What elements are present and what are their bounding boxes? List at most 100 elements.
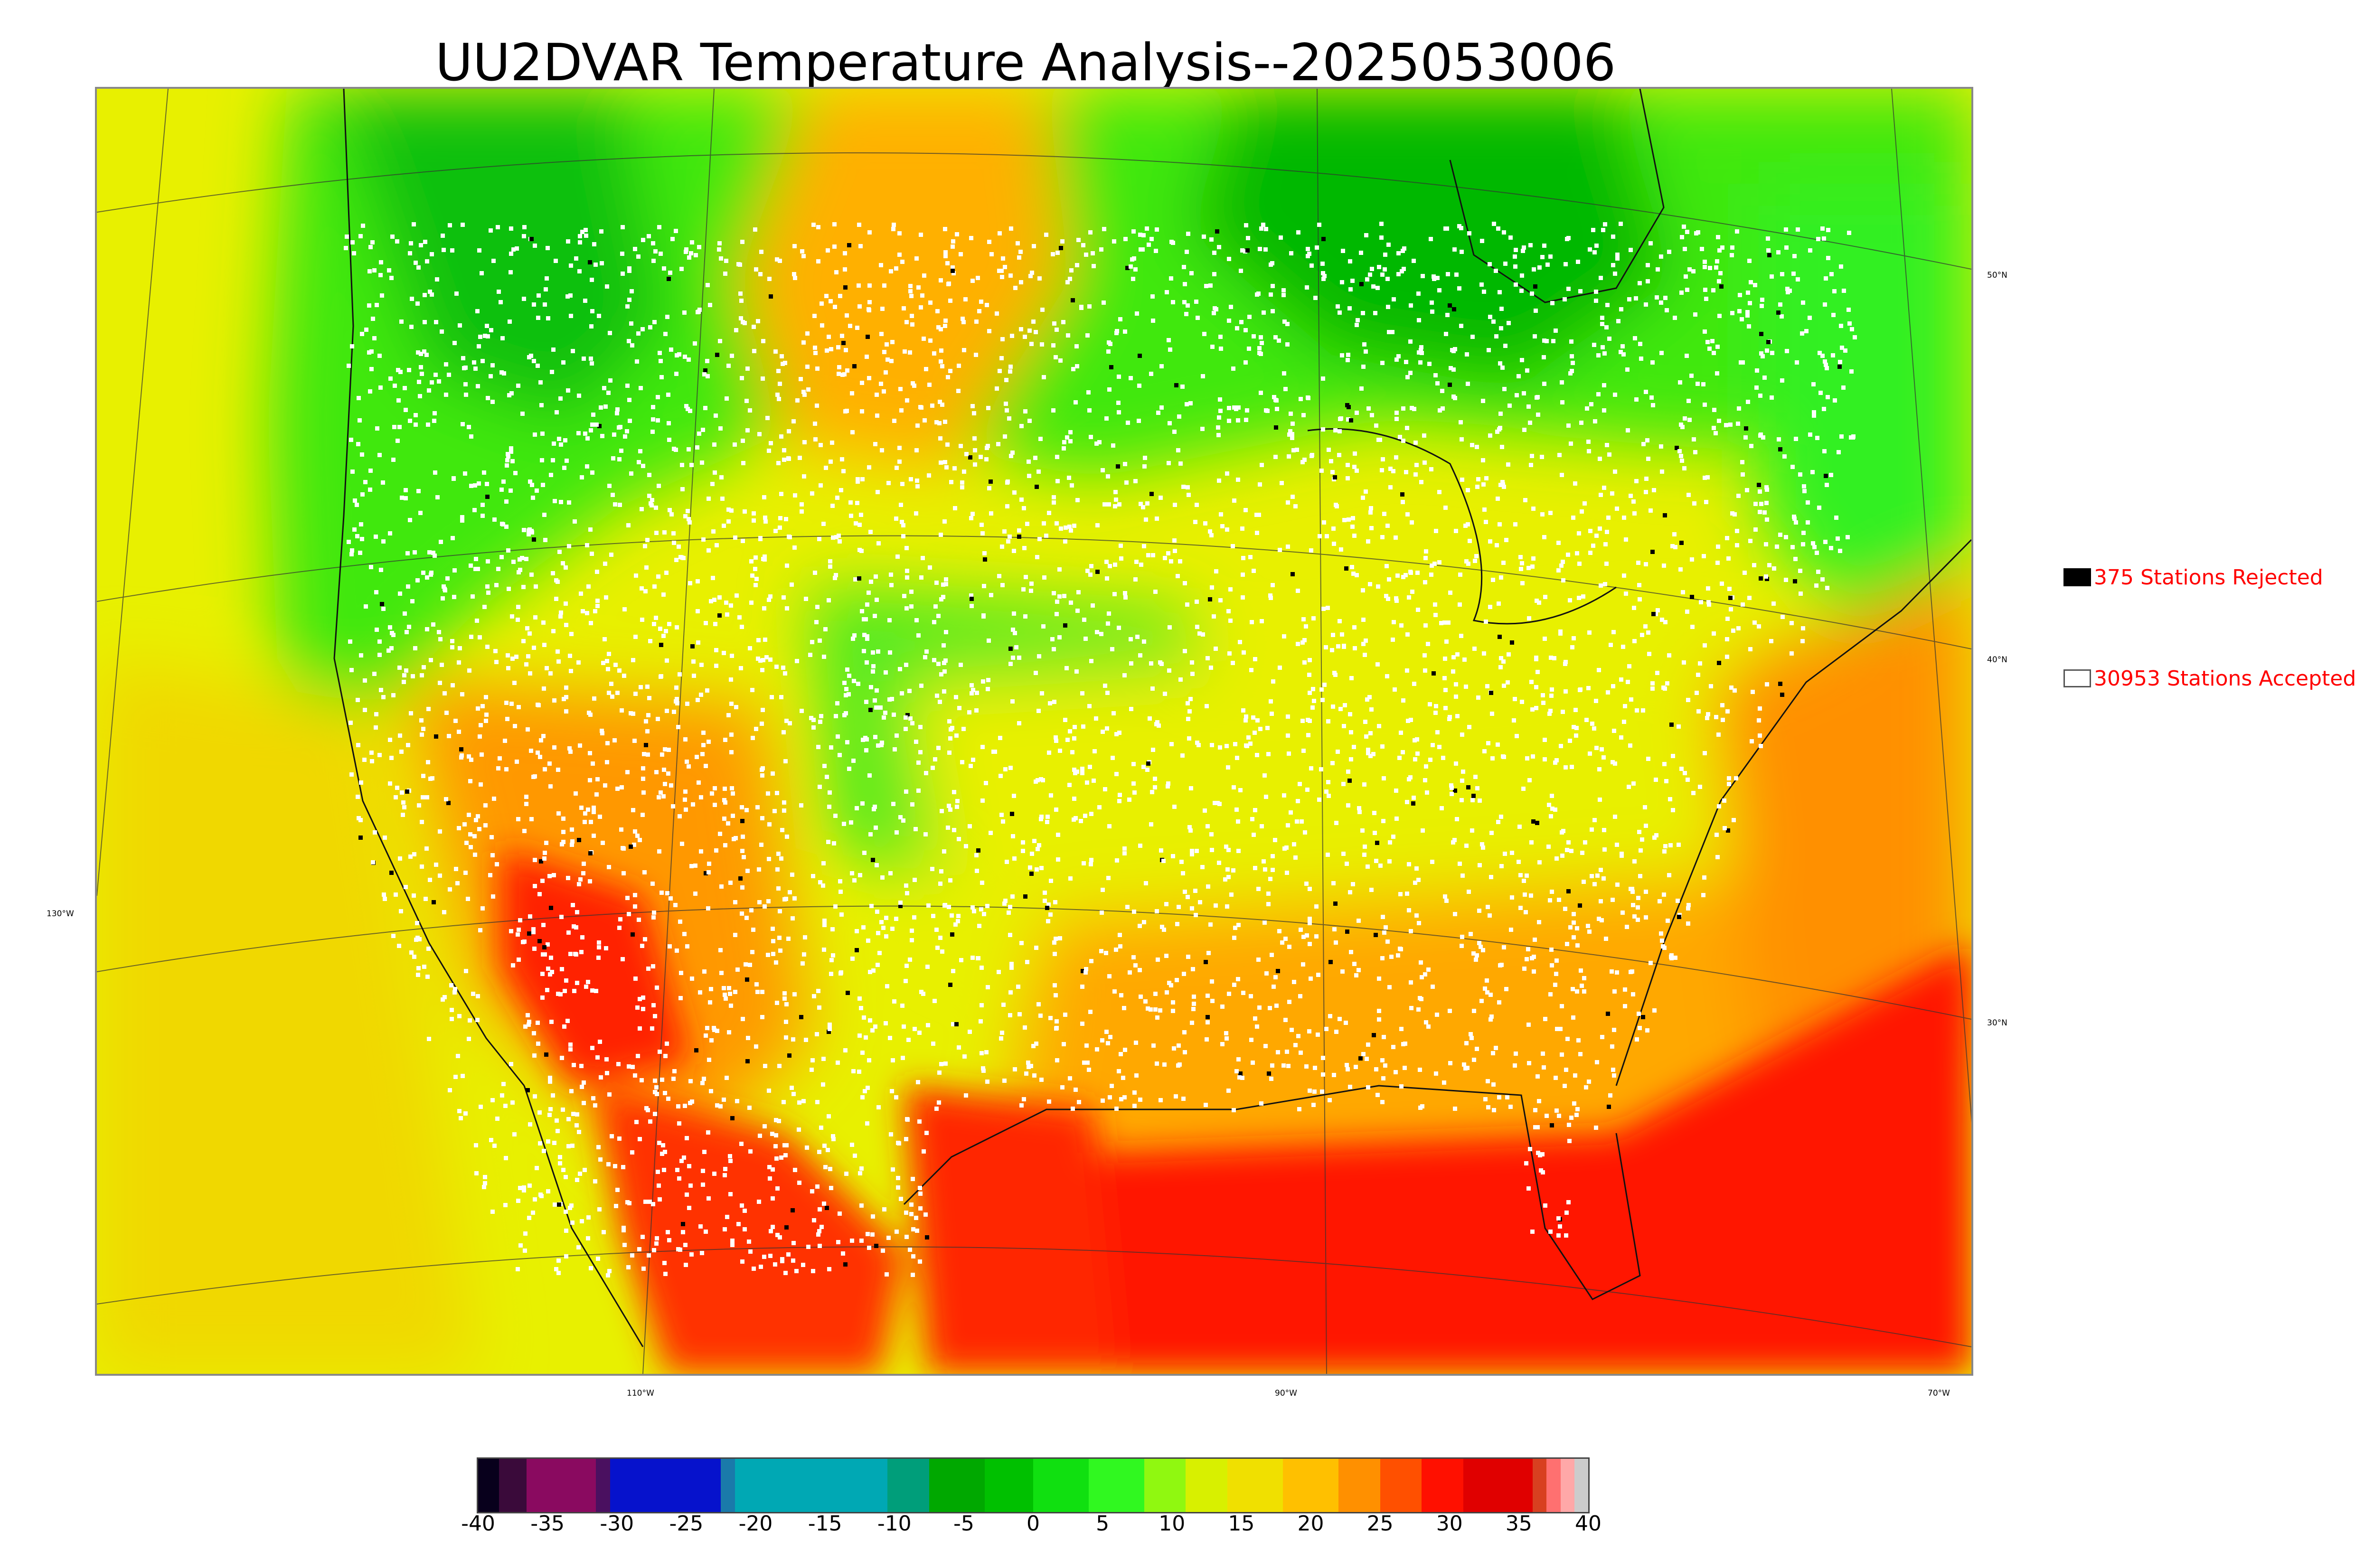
station-marker [1017,1012,1022,1016]
station-marker [633,247,637,251]
station-marker [849,514,853,518]
station-marker [1104,416,1109,421]
station-marker [1259,226,1263,231]
station-marker [1218,397,1222,402]
station-marker [593,1103,597,1108]
station-marker [1454,529,1458,533]
station-marker [363,480,367,484]
station-marker [1023,335,1027,339]
station-marker [1784,535,1788,539]
station-marker [1660,939,1664,943]
station-marker [1060,239,1065,244]
station-marker [788,890,792,894]
station-marker [678,555,683,559]
station-marker [1021,840,1025,845]
station-marker [571,1112,575,1116]
station-marker [1002,529,1007,534]
station-marker [983,557,987,562]
station-marker [377,653,382,657]
station-marker [785,606,789,610]
station-marker [1119,1097,1123,1101]
station-marker [1598,457,1602,461]
station-marker [1324,789,1328,794]
station-marker [1017,535,1021,539]
station-marker [981,614,986,619]
station-marker [671,531,676,535]
station-marker [771,939,775,943]
station-marker [1430,310,1434,314]
station-marker [1755,368,1759,373]
station-marker [810,491,814,496]
station-marker [1437,288,1441,292]
station-marker [1111,756,1115,760]
station-marker [1522,967,1526,971]
station-marker [704,621,708,625]
station-marker [1764,485,1769,489]
station-marker [850,391,854,395]
station-marker [942,849,946,854]
station-marker [1536,670,1540,674]
station-marker [1432,274,1436,279]
station-marker [1730,253,1734,257]
station-marker [859,1239,864,1243]
station-marker [367,303,371,308]
station-marker [1502,387,1507,391]
station-marker [948,807,952,812]
station-marker [450,645,454,649]
station-marker [570,1221,575,1225]
station-marker [399,319,404,324]
station-marker [1186,955,1190,959]
station-marker [1575,551,1579,555]
station-marker [378,385,383,390]
station-marker [1746,291,1750,295]
station-marker [853,1154,857,1158]
station-marker [1435,1013,1439,1017]
station-marker [699,795,703,799]
station-marker [398,733,402,738]
station-marker [761,376,765,381]
station-marker [1564,1068,1568,1072]
station-marker [1055,479,1060,483]
station-marker [1499,656,1503,660]
station-marker [1758,489,1762,494]
station-marker [1201,374,1205,378]
station-marker [1055,1019,1059,1023]
station-marker [1142,544,1146,548]
station-marker [478,635,482,639]
station-marker [1240,248,1244,253]
station-marker [1264,795,1268,799]
station-marker [619,449,623,453]
station-marker [510,657,515,661]
station-marker [1824,363,1828,367]
station-marker [1378,864,1383,868]
station-marker [675,697,679,701]
station-marker [722,524,726,528]
station-marker [943,254,948,258]
station-marker [651,259,656,263]
station-marker [1380,535,1385,539]
station-marker [861,738,865,742]
station-marker [1598,526,1602,531]
station-marker [1312,699,1316,703]
station-marker [1014,645,1018,649]
station-marker [486,334,490,338]
station-marker [1309,976,1313,981]
station-marker [1319,469,1324,473]
station-marker [663,1272,668,1276]
station-marker [937,421,942,425]
station-marker [948,369,952,373]
station-marker [533,858,537,862]
station-marker [1206,824,1210,828]
station-marker [1251,715,1255,720]
station-marker [352,251,356,255]
station-marker [1485,978,1489,983]
station-marker [552,1141,556,1145]
station-marker [522,225,527,229]
station-marker [1069,528,1073,533]
station-marker [497,290,501,294]
station-marker [1168,347,1172,352]
station-marker [1457,224,1461,228]
station-marker [1489,691,1493,695]
station-marker [745,1059,750,1063]
station-marker [857,1070,861,1074]
